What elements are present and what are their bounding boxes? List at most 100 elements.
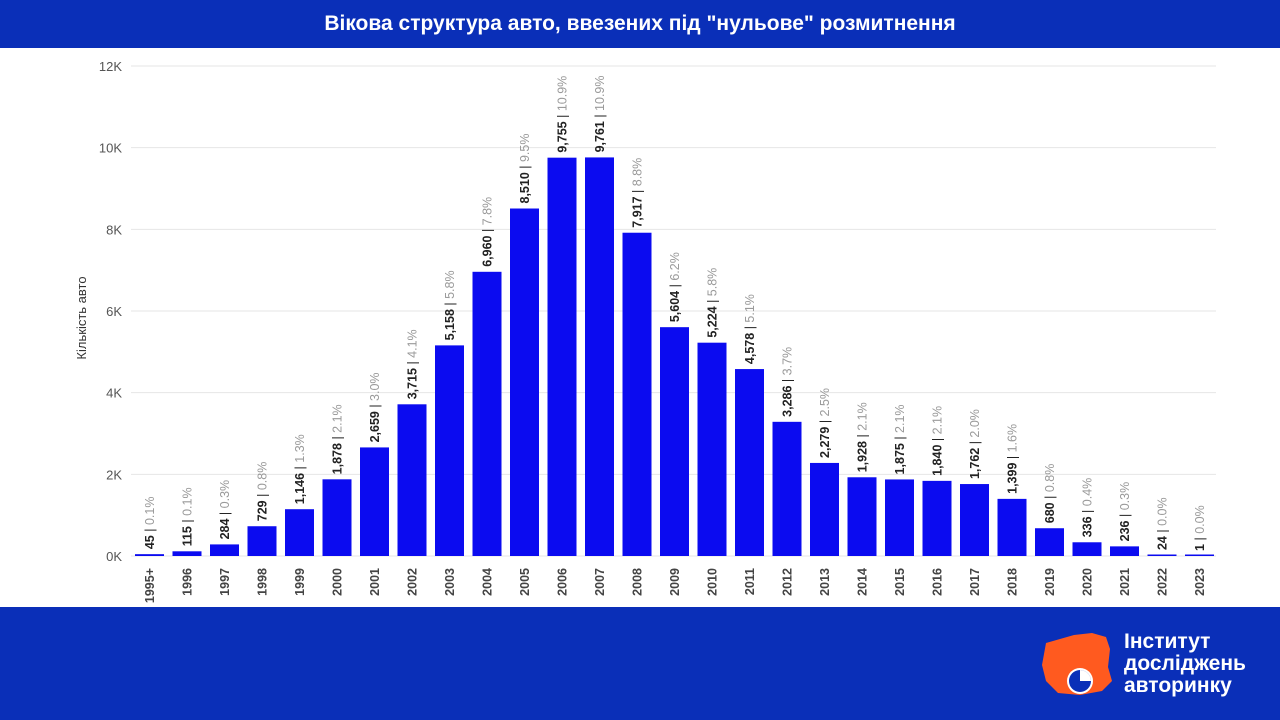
x-tick-label: 1997: [218, 568, 232, 596]
bar-value-label: 1,840 | 2.1%: [931, 406, 945, 476]
bar: [1185, 554, 1214, 556]
bar-percent: 4.1%: [406, 329, 420, 358]
label-separator: |: [668, 281, 682, 291]
x-tick-label: 2016: [931, 568, 945, 596]
bar-count: 4,578: [743, 333, 757, 364]
bar-percent: 1.3%: [293, 434, 307, 463]
label-separator: |: [406, 358, 420, 368]
bar: [1035, 528, 1064, 556]
x-tick-label: 2006: [556, 568, 570, 596]
footer-bar: Інститут досліджень авторинку: [0, 607, 1280, 720]
label-separator: |: [893, 433, 907, 443]
chart-title: Вікова структура авто, ввезених під "нул…: [324, 12, 956, 35]
bar-value-label: 236 | 0.3%: [1118, 482, 1132, 542]
bar-value-label: 729 | 0.8%: [256, 462, 270, 522]
label-separator: |: [443, 299, 457, 309]
label-separator: |: [706, 296, 720, 306]
bar-percent: 2.1%: [331, 404, 345, 433]
bar-count: 1,399: [1006, 463, 1020, 494]
bar-count: 2,659: [368, 411, 382, 442]
y-tick-label: 2K: [106, 467, 122, 482]
bar-count: 336: [1081, 516, 1095, 537]
x-tick-label: 2015: [893, 568, 907, 596]
bar-count: 2,279: [818, 427, 832, 458]
bar-count: 1,840: [931, 445, 945, 476]
label-separator: |: [331, 433, 345, 443]
label-separator: |: [1043, 492, 1057, 502]
bar-value-label: 1,928 | 2.1%: [856, 402, 870, 472]
x-tick-label: 1998: [256, 568, 270, 596]
x-tick-label: 2002: [406, 568, 420, 596]
bar: [360, 447, 389, 556]
y-tick-label: 0K: [106, 549, 122, 564]
x-tick-label: 2009: [668, 568, 682, 596]
x-tick-label: 2005: [518, 568, 532, 596]
label-separator: |: [368, 401, 382, 411]
bar-percent: 9.5%: [518, 134, 532, 163]
bar-count: 8,510: [518, 172, 532, 203]
label-separator: |: [256, 490, 270, 500]
label-separator: |: [218, 508, 232, 518]
bar: [960, 484, 989, 556]
label-separator: |: [818, 416, 832, 426]
bar-percent: 0.1%: [143, 497, 157, 525]
bar-value-label: 3,286 | 3.7%: [781, 347, 795, 417]
label-separator: |: [968, 438, 982, 448]
bar-percent: 6.2%: [668, 252, 682, 281]
bar-value-label: 1,875 | 2.1%: [893, 404, 907, 474]
bar-count: 3,286: [781, 385, 795, 416]
bar: [472, 271, 502, 556]
bar: [1110, 546, 1139, 556]
x-tick-label: 2011: [743, 568, 757, 595]
x-tick-label: 2013: [818, 568, 832, 596]
bar: [510, 208, 539, 556]
label-separator: |: [181, 516, 195, 526]
bar-count: 9,755: [556, 121, 570, 152]
x-tick-label: 2000: [331, 568, 345, 596]
label-separator: |: [781, 375, 795, 385]
bar-percent: 0.8%: [256, 462, 270, 491]
bar-percent: 0.1%: [181, 487, 195, 516]
bar-percent: 2.1%: [893, 404, 907, 433]
bar-count: 1,878: [331, 443, 345, 474]
logo-line-3: авторинку: [1124, 674, 1232, 697]
bar-value-label: 1,399 | 1.6%: [1006, 424, 1020, 494]
orange-map-with-clock-icon: [1042, 633, 1112, 695]
bar-value-label: 115 | 0.1%: [181, 487, 195, 546]
bar: [1147, 554, 1177, 556]
x-tick-label: 2014: [856, 568, 870, 596]
bar: [810, 462, 839, 556]
bar-count: 1,875: [893, 443, 907, 474]
x-tick-label: 2022: [1156, 568, 1170, 596]
bar-count: 236: [1118, 520, 1132, 541]
label-separator: |: [593, 111, 607, 121]
label-separator: |: [1156, 526, 1170, 536]
y-tick-label: 8K: [106, 222, 122, 237]
label-separator: |: [1193, 534, 1207, 544]
bar: [847, 477, 877, 556]
bar-value-label: 6,960 | 7.8%: [481, 197, 495, 267]
label-separator: |: [856, 431, 870, 441]
bar: [172, 551, 202, 556]
bar-value-label: 5,604 | 6.2%: [668, 252, 682, 322]
label-separator: |: [293, 463, 307, 473]
x-tick-label: 1995+: [143, 568, 157, 603]
x-tick-label: 2007: [593, 568, 607, 596]
bar-value-label: 1 | 0.0%: [1193, 505, 1207, 551]
x-tick-label: 2001: [368, 568, 382, 596]
bar: [660, 327, 689, 556]
header-bar: Вікова структура авто, ввезених під "нул…: [0, 0, 1280, 48]
x-tick-label: 2010: [706, 568, 720, 596]
bar-value-label: 8,510 | 9.5%: [518, 134, 532, 204]
bar: [697, 342, 727, 556]
bar-percent: 0.4%: [1081, 478, 1095, 507]
bar-count: 1,928: [856, 441, 870, 472]
bar-percent: 5.8%: [706, 268, 720, 297]
bar-count: 24: [1156, 536, 1170, 550]
bar: [997, 498, 1027, 556]
bar-value-label: 5,224 | 5.8%: [706, 268, 720, 338]
x-tick-label: 2018: [1006, 568, 1020, 596]
y-tick-label: 10K: [99, 141, 122, 156]
bar-count: 6,960: [481, 235, 495, 266]
